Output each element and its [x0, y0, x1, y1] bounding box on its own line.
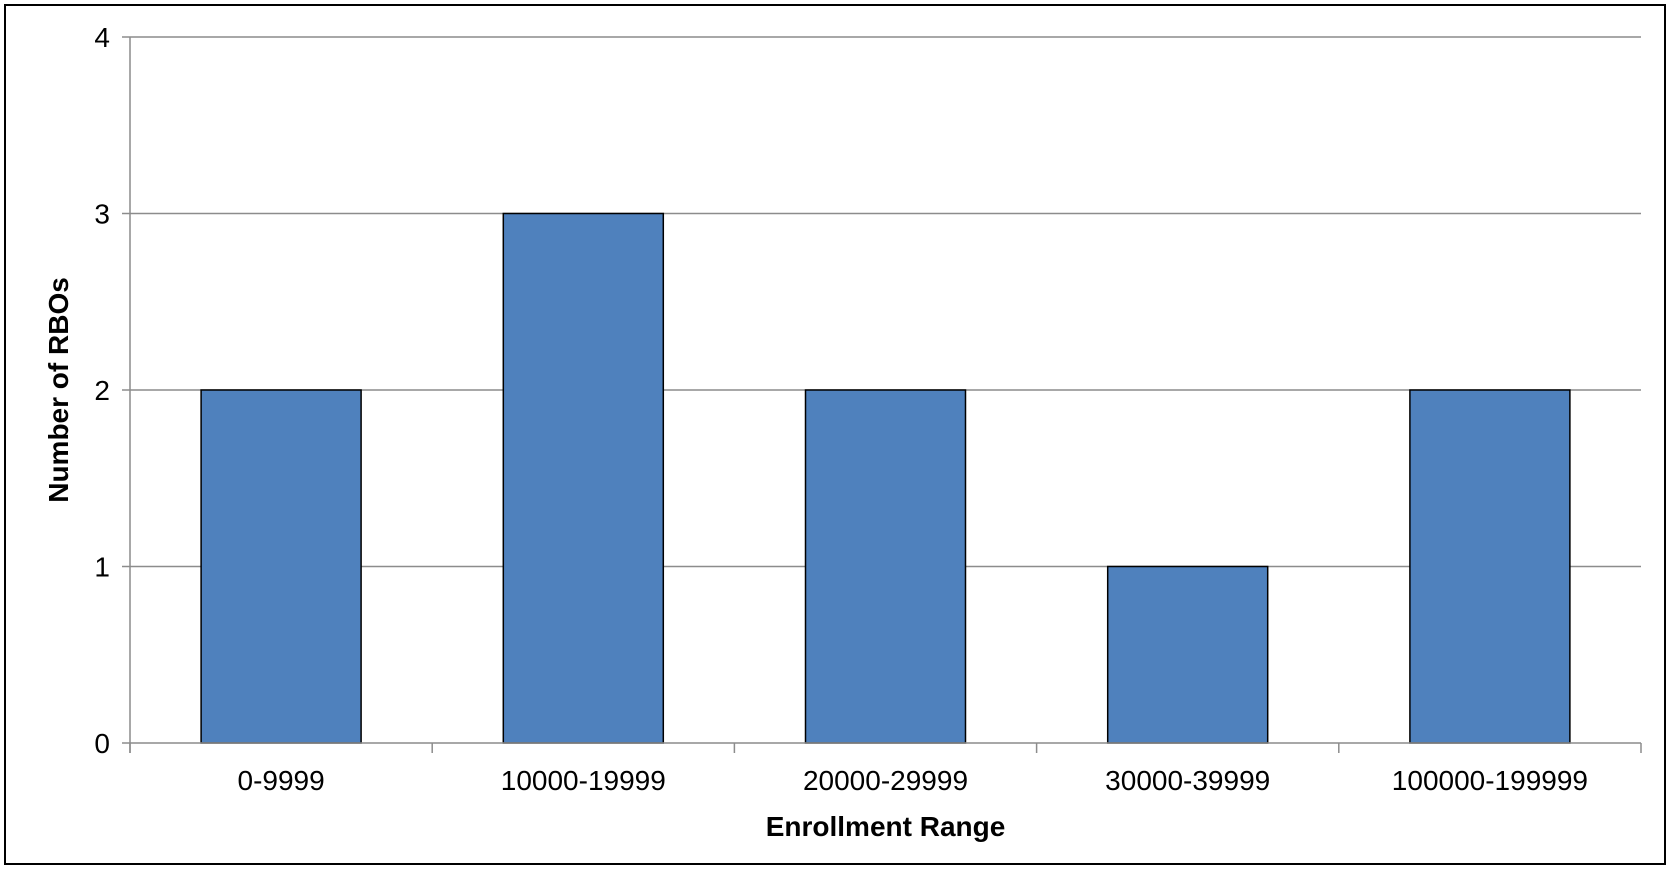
bar: [804, 389, 967, 744]
y-tick-label: 4: [94, 22, 110, 53]
x-tick-labels: 0-9999 10000-19999 20000-29999 30000-39999 1…: [238, 765, 1588, 796]
axes: [122, 36, 1642, 753]
y-tick-label: 1: [94, 552, 110, 583]
x-tick-label: 10000-19999: [501, 765, 666, 796]
y-tick-label: 0: [94, 728, 110, 759]
y-tick-label: 3: [94, 199, 110, 230]
bar: [200, 389, 362, 744]
bar: [1409, 389, 1571, 744]
x-tick-label: 30000-39999: [1105, 765, 1270, 796]
x-axis-title: Enrollment Range: [766, 811, 1006, 842]
bar: [1106, 565, 1269, 744]
bars: [200, 212, 1571, 744]
y-axis-title: Number of RBOs: [43, 277, 74, 503]
x-tick-label: 0-9999: [238, 765, 325, 796]
y-tick-label: 2: [94, 375, 110, 406]
bar: [502, 212, 665, 744]
x-tick-label: 20000-29999: [803, 765, 968, 796]
y-tick-labels: 0 1 2 3 4: [94, 22, 110, 759]
x-tick-label: 100000-199999: [1392, 765, 1588, 796]
